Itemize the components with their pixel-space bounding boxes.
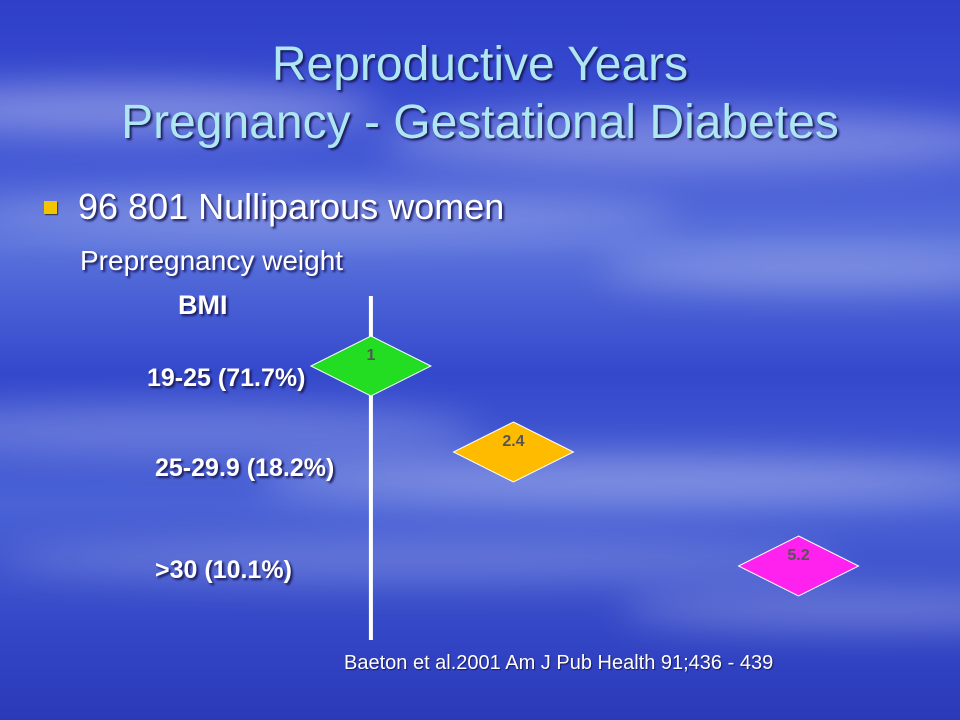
- category-label-1: 19-25 (71.7%): [147, 364, 306, 392]
- value-label-2: 2.4: [502, 433, 524, 450]
- title-line-2: Pregnancy - Gestational Diabetes: [121, 96, 839, 149]
- subtext: Prepregnancy weight: [80, 245, 344, 276]
- axis-label-bmi: BMI: [178, 290, 228, 320]
- category-label-2: 25-29.9 (18.2%): [155, 454, 335, 482]
- title-line-1: Reproductive Years: [271, 38, 689, 91]
- bullet-item: 96 801 Nulliparous women: [44, 186, 504, 228]
- value-label-3: 5.2: [787, 547, 809, 564]
- odds-ratio-diamond-1: [309, 335, 433, 397]
- square-bullet-icon: [44, 200, 57, 214]
- citation: Baeton et al.2001 Am J Pub Health 91;436…: [344, 652, 774, 674]
- slide-title: Reproductive Years Pregnancy - Gestation…: [0, 36, 960, 152]
- odds-ratio-diamond-2: [452, 421, 575, 483]
- category-label-3: >30 (10.1%): [155, 556, 292, 584]
- value-label-1: 1: [366, 347, 375, 364]
- odds-ratio-diamond-3: [737, 535, 860, 597]
- bullet-text: 96 801 Nulliparous women: [78, 186, 505, 227]
